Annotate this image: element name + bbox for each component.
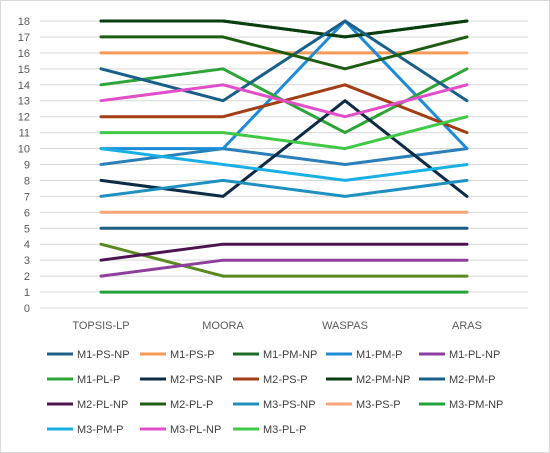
legend-label: M1-PM-P: [356, 349, 402, 361]
x-tick-label: TOPSIS-LP: [72, 320, 129, 332]
legend-label: M2-PS-P: [263, 374, 308, 386]
series-line-m2-pm-p: [99, 19, 469, 103]
y-tick-label: 0: [24, 303, 30, 315]
y-tick-label: 2: [24, 271, 30, 283]
y-tick-label: 11: [19, 128, 30, 140]
y-tick-label: 17: [18, 32, 30, 44]
y-tick-label: 8: [24, 175, 30, 187]
legend-label: M1-PM-NP: [263, 349, 317, 361]
legend-label: M2-PS-NP: [170, 374, 223, 386]
x-tick-label: ARAS: [452, 320, 482, 332]
legend-label: M2-PL-NP: [77, 399, 128, 411]
y-tick-label: 10: [18, 144, 30, 156]
y-tick-label: 15: [18, 64, 30, 76]
legend-label: M2-PM-P: [449, 374, 495, 386]
legend-label: M1-PS-NP: [77, 349, 130, 361]
x-axis-ticks: TOPSIS-LP MOORA WASPAS ARAS: [72, 320, 482, 332]
legend-label: M1-PL-P: [77, 374, 120, 386]
legend-label: M2-PL-P: [170, 399, 213, 411]
y-tick-label: 7: [24, 191, 30, 203]
series-line-m3-pl-p: [99, 115, 469, 151]
legend-label: M2-PM-NP: [356, 374, 410, 386]
legend-label: M3-PM-P: [77, 424, 123, 436]
y-tick-label: 4: [24, 239, 30, 251]
y-tick-label: 12: [18, 112, 30, 124]
legend-label: M3-PL-P: [263, 424, 306, 436]
x-tick-label: WASPAS: [322, 320, 368, 332]
y-tick-label: 6: [24, 207, 30, 219]
legend-label: M3-PS-P: [356, 399, 401, 411]
gridlines: [40, 20, 528, 309]
y-tick-label: 14: [18, 80, 30, 92]
series-line-m3-pl-np: [99, 83, 469, 119]
series-line: [99, 242, 469, 278]
y-tick-label: 3: [24, 255, 30, 267]
x-tick-label: MOORA: [202, 320, 244, 332]
y-tick-label: 9: [24, 160, 30, 172]
legend-label: M1-PS-P: [170, 349, 215, 361]
legend-label: M3-PS-NP: [263, 399, 316, 411]
series-line-m3-pm-p: [99, 147, 469, 182]
series-lines: [99, 19, 469, 294]
legend-label: M1-PL-NP: [449, 349, 500, 361]
legend-label: M3-PM-NP: [449, 399, 503, 411]
y-tick-label: 16: [18, 48, 30, 60]
series-line-m3-ps-np: [99, 178, 469, 198]
series-line-m1-pm-p: [99, 19, 469, 151]
series-line-m1-pl-np: [99, 258, 469, 278]
series-line-m2-pl-p: [99, 35, 469, 71]
series-line-m2-pm-np: [99, 19, 469, 39]
legend-label: M3-PL-NP: [170, 424, 221, 436]
legend: M1-PS-NP M1-PS-P M1-PM-NP M1-PM-P M1-PL-NP M1…: [47, 349, 503, 436]
y-tick-label: 1: [24, 287, 30, 299]
y-tick-label: 5: [24, 223, 30, 235]
y-tick-label: 18: [18, 16, 30, 28]
y-tick-label: 13: [18, 96, 30, 108]
series-line-m2-pl-np: [99, 242, 469, 262]
